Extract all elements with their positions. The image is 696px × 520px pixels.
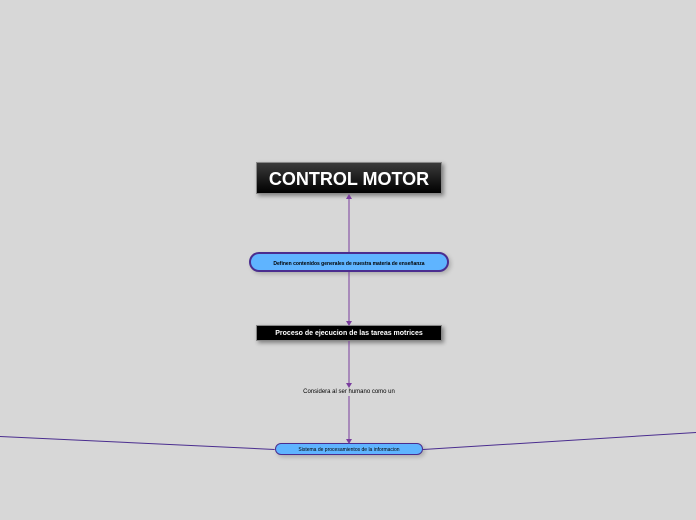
node-sistema-procesamientos[interactable]: Sistema de procesamientos de la informac… [275, 443, 423, 455]
node-proceso-ejecucion[interactable]: Proceso de ejecucion de las tareas motri… [256, 325, 442, 341]
arrow-down-icon [346, 321, 352, 326]
connector-3 [349, 341, 350, 383]
arrow-down-icon [346, 383, 352, 388]
node-definen-contenidos[interactable]: Definen contenidos generales de nuestra … [249, 252, 449, 272]
arrow-up-icon [346, 194, 352, 199]
root-node-label: CONTROL MOTOR [269, 169, 429, 189]
connector-4 [349, 396, 350, 439]
connector-2 [349, 272, 350, 321]
arrow-down-icon [346, 439, 352, 444]
node-definen-label: Definen contenidos generales de nuestra … [273, 261, 424, 267]
node-sistema-label: Sistema de procesamientos de la informac… [298, 447, 399, 453]
branch-line-left [0, 436, 275, 450]
node-proceso-label: Proceso de ejecucion de las tareas motri… [275, 330, 422, 337]
node-considera-text: Considera al ser humano como un [303, 389, 395, 395]
connector-1 [349, 198, 350, 252]
node-considera-label: Considera al ser humano como un [303, 389, 395, 395]
root-node-control-motor[interactable]: CONTROL MOTOR [256, 162, 442, 194]
branch-line-right [423, 432, 696, 450]
